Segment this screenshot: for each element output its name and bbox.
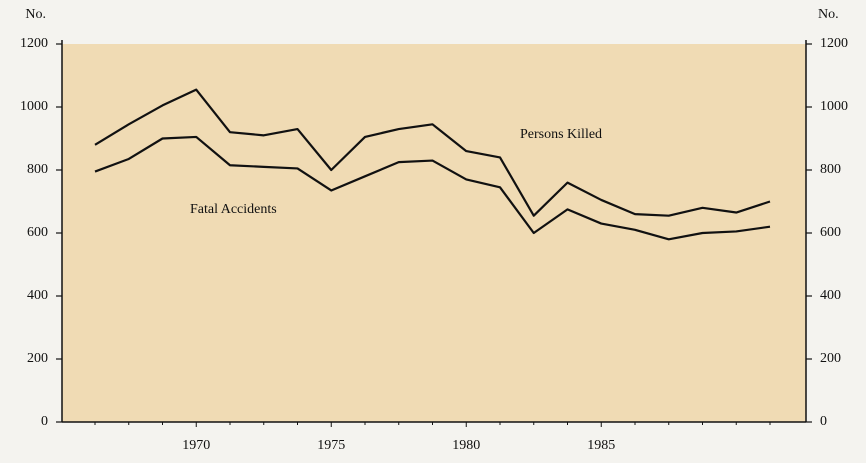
y2-tick-label: 800 [820,162,841,177]
y-tick-label: 600 [27,225,48,240]
plot-background [62,44,806,422]
y2-tick-label: 1000 [820,99,848,114]
y2-tick-label: 400 [820,288,841,303]
x-tick-label: 1975 [317,438,345,453]
y-tick-label: 800 [27,162,48,177]
series-line [94,88,771,217]
y-tick-label: 0 [41,414,48,429]
series-label: Fatal Accidents [190,202,277,217]
x-tick-label: 1980 [452,438,480,453]
y-tick-label: 1000 [20,99,48,114]
y-tick-label: 200 [27,351,48,366]
y2-axis-label: No. [818,7,839,22]
y-tick-label: 400 [27,288,48,303]
x-tick-label: 1985 [587,438,615,453]
y-axis-label: No. [25,7,46,22]
y2-tick-label: 200 [820,351,841,366]
series-line [94,135,771,241]
series-label: Persons Killed [520,127,602,142]
x-tick-label: 1970 [182,438,210,453]
y2-tick-label: 600 [820,225,841,240]
y2-tick-label: 0 [820,414,827,429]
y-tick-label: 1200 [20,36,48,51]
y2-tick-label: 1200 [820,36,848,51]
